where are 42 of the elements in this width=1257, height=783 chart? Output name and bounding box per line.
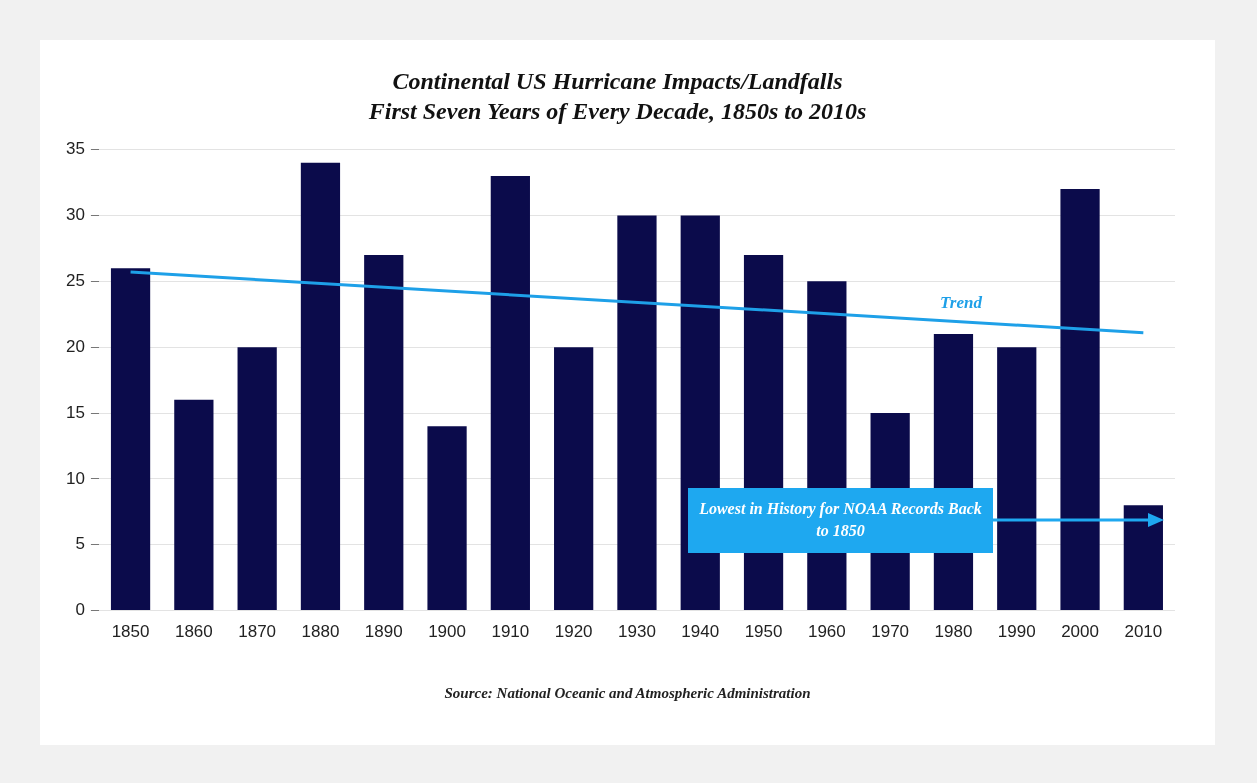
x-tick-label: 1900 (428, 622, 466, 642)
x-tick-label: 1990 (997, 622, 1036, 642)
x-tick-label: 1980 (934, 622, 973, 642)
bar (997, 347, 1037, 611)
bar (174, 399, 214, 611)
annotation: Lowest in History for NOAA Records Back to 1850 (688, 488, 993, 553)
bar (427, 426, 467, 611)
x-tick-label: 2010 (1124, 622, 1163, 642)
x-tick-label: 1960 (807, 622, 846, 642)
x-tick-label: 1930 (618, 622, 656, 642)
x-tick-label: 1870 (238, 622, 277, 642)
x-tick-label: 1920 (554, 622, 593, 642)
y-tick-label: 25 (65, 271, 85, 290)
bar (364, 254, 404, 611)
y-tick-label: 20 (65, 336, 85, 356)
x-tick-label: 1860 (174, 622, 213, 642)
y-tick-label: 15 (65, 402, 85, 422)
bar (300, 162, 341, 611)
x-tick-label: 1880 (301, 622, 340, 642)
x-tick-label: 1940 (681, 622, 720, 642)
x-tick-label: 1890 (364, 622, 403, 642)
bar (617, 215, 657, 611)
bar (1123, 505, 1163, 611)
bar (237, 347, 277, 611)
bar (1060, 189, 1100, 611)
x-tick-label: 1970 (871, 622, 910, 642)
series-label: Trend (940, 292, 983, 312)
source-note: Source: National Oceanic and Atmospheric Administration (443, 685, 812, 702)
bar (110, 268, 151, 611)
y-tick-label: 30 (65, 205, 85, 225)
x-tick-label: 1950 (744, 622, 783, 642)
y-tick-label: 10 (65, 468, 85, 488)
y-tick-label: 0 (75, 600, 85, 620)
x-tick-label: 1850 (111, 622, 150, 642)
y-tick-label: 35 (65, 139, 85, 159)
x-tick-label: 2000 (1061, 622, 1099, 642)
chart-subtitle: First Seven Years of Every Decade, 1850s to 2010s (367, 98, 867, 125)
bar (554, 347, 594, 611)
y-tick-label: 5 (75, 534, 85, 554)
chart-title: Continental US Hurricane Impacts/Landfalls (392, 67, 843, 94)
x-tick-label: 1910 (491, 622, 530, 642)
bar (490, 175, 530, 611)
